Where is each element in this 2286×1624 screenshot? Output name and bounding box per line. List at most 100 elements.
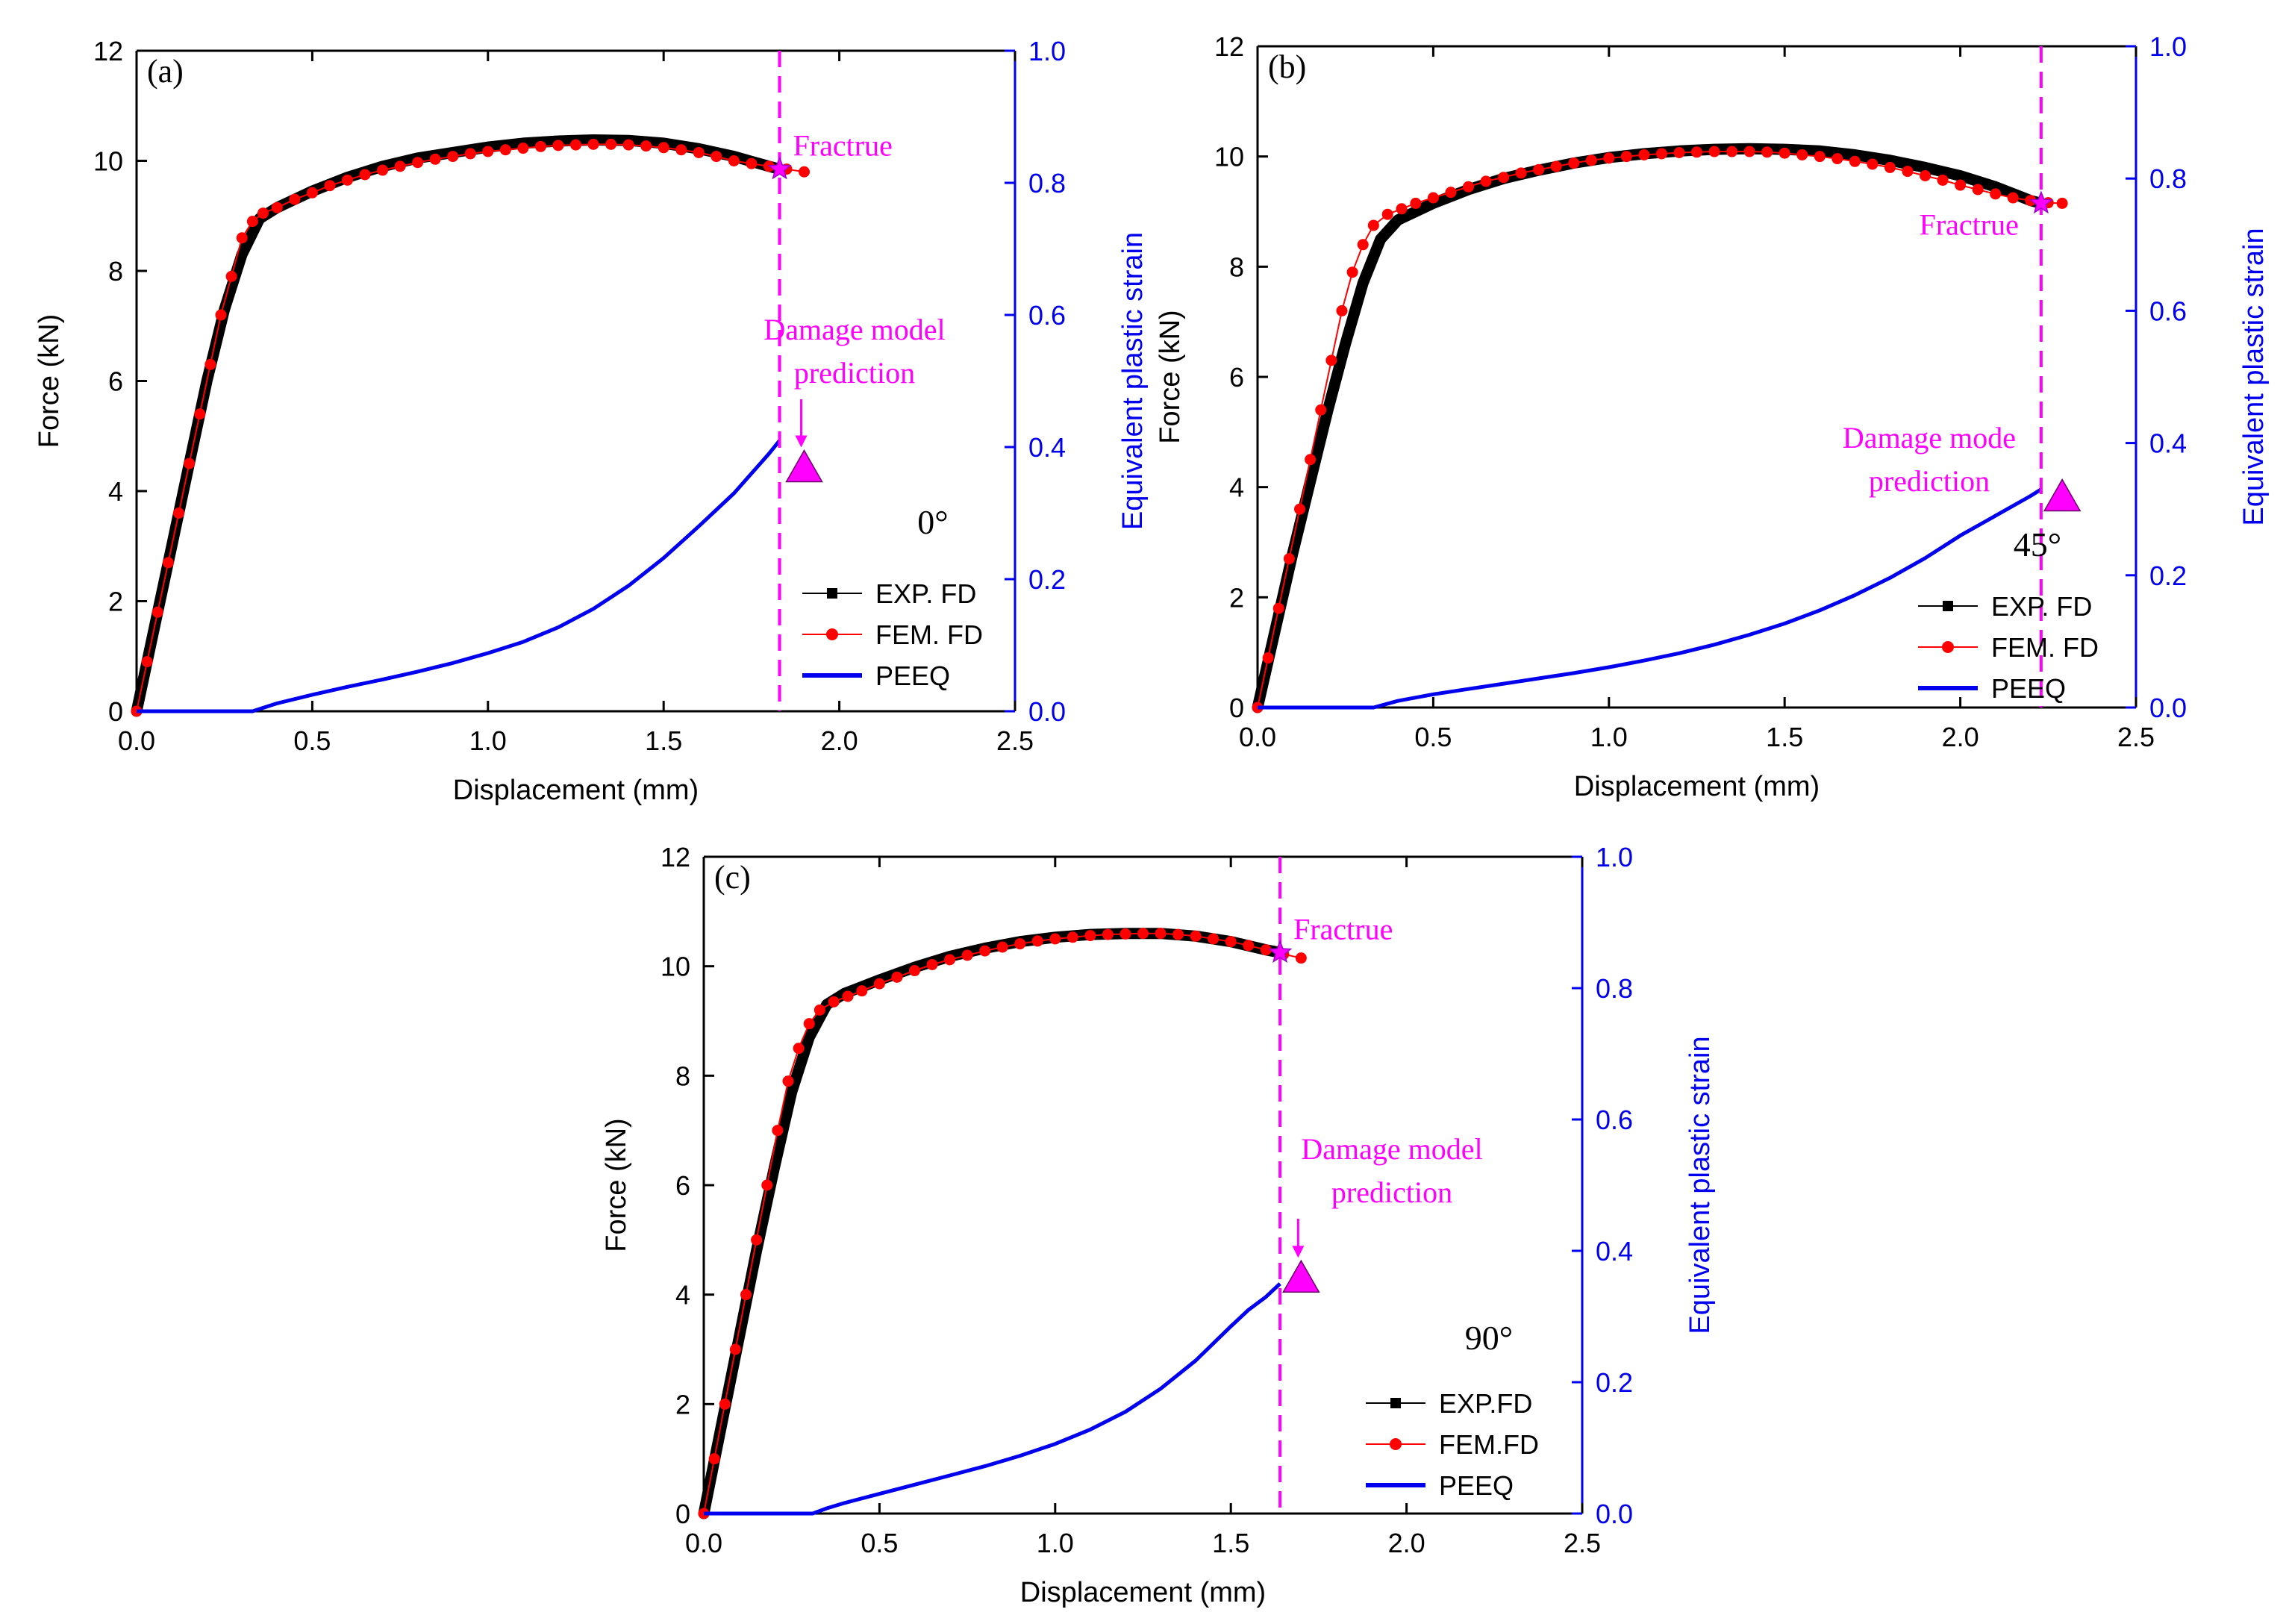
y2-tick-label: 0.0 xyxy=(1028,696,1066,727)
x-tick-label: 1.5 xyxy=(1766,722,1803,752)
fracture-label: Fractrue xyxy=(1293,912,1393,946)
panel-a: 0.0 0.5 1.0 1.5 2.0 2.5 0 2 4 6 8 10 12 0.0 0.2 0.4 0.6 0… xyxy=(34,36,1149,806)
fem-series-point xyxy=(184,457,196,469)
fem-series-point xyxy=(693,146,705,158)
fem-series-point xyxy=(482,146,494,157)
fem-series-point xyxy=(1691,146,1702,158)
y-axis-title: Force (kN) xyxy=(601,1118,632,1252)
fem-series-point xyxy=(1427,192,1439,204)
fem-series-point xyxy=(1067,931,1078,943)
y-axis-title: Force (kN) xyxy=(1155,310,1186,443)
fem-series-point xyxy=(1208,933,1219,945)
y-tick-label: 4 xyxy=(108,476,123,507)
fem-series-point xyxy=(803,1018,815,1030)
legend-marker-exp xyxy=(827,588,837,599)
x-axis-title: Displacement (mm) xyxy=(453,775,699,806)
fem-series-point xyxy=(640,140,652,152)
fem-series-point xyxy=(793,1043,805,1055)
orientation-angle-label: 0° xyxy=(917,503,948,541)
y2-tick-label: 0.6 xyxy=(1596,1105,1633,1135)
y-tick-label: 0 xyxy=(108,696,123,727)
x-tick-label: 2.0 xyxy=(1388,1528,1425,1558)
fem-series-point xyxy=(464,148,476,160)
fem-series-point xyxy=(813,1004,825,1016)
y-tick-label: 4 xyxy=(1229,472,1244,503)
fem-series-point xyxy=(1515,167,1527,179)
fem-series-point xyxy=(587,138,599,150)
x-tick-label: 2.0 xyxy=(821,725,858,756)
legend-marker-fem xyxy=(826,628,838,640)
fem-series-point xyxy=(908,965,920,977)
y-tick-label: 12 xyxy=(660,842,690,872)
fem-series-point xyxy=(1260,944,1272,956)
fem-series-point xyxy=(1761,146,1773,158)
damage-label-line: prediction xyxy=(1869,464,1990,498)
fem-series-point xyxy=(1796,149,1808,160)
fem-series-point xyxy=(570,139,581,151)
x-tick-label: 1.0 xyxy=(1590,722,1628,752)
fem-series-point xyxy=(1381,208,1393,220)
fem-series-point xyxy=(1867,158,1879,170)
fem-series-point xyxy=(257,207,269,219)
fem-series-point xyxy=(1778,147,1790,159)
legend-marker-fem xyxy=(1942,641,1954,653)
y2-tick-label: 0.0 xyxy=(2149,693,2187,723)
fracture-label: Fractrue xyxy=(1920,207,2019,241)
fem-series-point xyxy=(1462,181,1474,193)
fem-series-point xyxy=(1295,952,1307,964)
peeq-series-line xyxy=(137,439,781,713)
fem-series-line xyxy=(1257,151,2063,708)
y-tick-label: 4 xyxy=(675,1280,690,1311)
fem-series-point xyxy=(236,232,248,244)
y2-tick-label: 0.0 xyxy=(1596,1499,1633,1529)
peeq-series-line xyxy=(704,1282,1281,1516)
fem-series-point xyxy=(1708,146,1720,157)
y2-axis-title: Equivalent plastic strain xyxy=(2238,228,2270,525)
y-axis-title: Force (kN) xyxy=(34,314,65,448)
y-tick-label: 12 xyxy=(1214,31,1244,62)
fem-series-point xyxy=(447,151,459,163)
x-tick-label: 0.0 xyxy=(118,725,155,756)
fem-series-point xyxy=(1325,355,1337,366)
fem-series-point xyxy=(751,1234,763,1246)
x-tick-label: 2.0 xyxy=(1942,722,1979,752)
y2-tick-label: 0.2 xyxy=(1028,564,1066,595)
fem-series-point xyxy=(944,954,956,966)
x-tick-label: 0.5 xyxy=(861,1528,898,1558)
fem-series-point xyxy=(1346,266,1358,278)
y-tick-label: 6 xyxy=(108,366,123,397)
fem-series-point xyxy=(605,138,617,150)
fem-series-point xyxy=(1119,928,1131,940)
fem-series-point xyxy=(873,978,885,990)
y-tick-label: 6 xyxy=(675,1170,690,1201)
x-tick-label: 0.5 xyxy=(1414,722,1452,752)
x-tick-label: 2.5 xyxy=(2117,722,2155,752)
panel-label: (a) xyxy=(147,53,184,90)
y-tick-label: 10 xyxy=(1214,142,1244,172)
y-tick-label: 6 xyxy=(1229,362,1244,393)
x-tick-label: 0.5 xyxy=(293,725,331,756)
panel-c: 0.0 0.5 1.0 1.5 2.0 2.5 0 2 4 6 8 10 12 0.0 0.2 0.4 0.6 0… xyxy=(601,842,1716,1608)
y-tick-label: 2 xyxy=(675,1389,690,1420)
fem-series-point xyxy=(1102,928,1114,940)
fem-series-point xyxy=(324,180,336,192)
legend-marker-exp xyxy=(1390,1398,1401,1408)
fem-series-point xyxy=(1972,184,1984,196)
fem-series-point xyxy=(394,160,406,172)
x-tick-label: 0.0 xyxy=(685,1528,722,1558)
legend-label: PEEQ xyxy=(1991,673,2066,704)
x-tick-label: 1.0 xyxy=(469,725,507,756)
fem-series-point xyxy=(1937,174,1949,186)
fem-series-point xyxy=(719,1398,731,1410)
fem-series-point xyxy=(996,941,1008,953)
fem-series-point xyxy=(1357,239,1369,251)
fem-series-point xyxy=(1190,930,1202,942)
fem-series-point xyxy=(842,990,854,1002)
fem-series-point xyxy=(1498,172,1510,184)
orientation-angle-label: 90° xyxy=(1465,1319,1513,1357)
fem-series-point xyxy=(289,193,301,205)
fem-series-point xyxy=(856,985,868,997)
x-tick-label: 2.5 xyxy=(996,725,1034,756)
y-tick-label: 2 xyxy=(1229,582,1244,613)
fem-series-line xyxy=(703,932,1302,1514)
